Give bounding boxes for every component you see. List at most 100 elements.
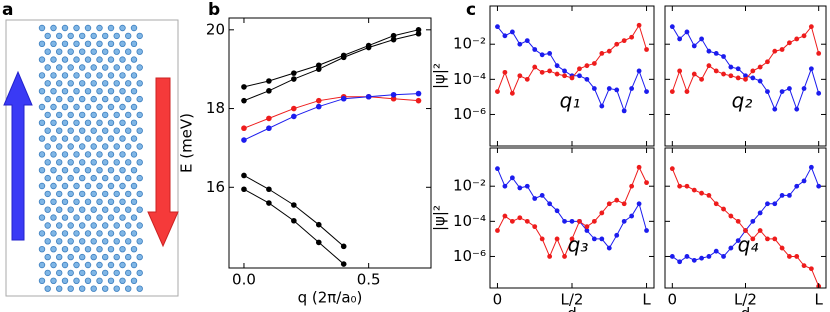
point xyxy=(495,24,500,30)
atom xyxy=(119,151,126,158)
atom xyxy=(67,238,74,245)
atom xyxy=(44,143,51,150)
atom xyxy=(113,222,120,229)
atom xyxy=(78,174,86,182)
point xyxy=(509,218,515,224)
atom xyxy=(78,238,86,245)
point xyxy=(569,236,575,242)
atom xyxy=(119,230,126,237)
atom xyxy=(113,174,120,182)
point xyxy=(606,86,612,91)
atom xyxy=(50,72,57,79)
panel-label: b xyxy=(208,0,220,20)
point xyxy=(765,201,770,207)
plot-area xyxy=(495,164,649,259)
x-tick-label: L xyxy=(815,291,824,309)
point xyxy=(340,95,347,102)
point xyxy=(315,62,322,69)
point xyxy=(390,32,397,39)
point xyxy=(691,187,697,193)
point xyxy=(241,186,247,193)
point xyxy=(735,238,741,244)
point xyxy=(502,69,508,75)
atom xyxy=(84,166,92,174)
atom xyxy=(84,245,92,253)
point xyxy=(765,236,770,242)
axes-frame xyxy=(228,17,432,269)
atom xyxy=(73,119,80,126)
point xyxy=(524,76,530,82)
atom xyxy=(44,80,51,87)
atom xyxy=(96,87,103,95)
atom xyxy=(96,261,103,269)
atom xyxy=(96,214,103,221)
point xyxy=(787,40,792,46)
point xyxy=(787,254,792,259)
point xyxy=(699,36,704,42)
point xyxy=(684,29,690,35)
atom xyxy=(56,111,63,119)
y-tick-label: 18 xyxy=(206,99,225,117)
point xyxy=(808,24,814,30)
atom xyxy=(124,253,132,261)
atom xyxy=(107,40,115,47)
atom xyxy=(50,198,57,205)
atom xyxy=(44,32,51,40)
point xyxy=(801,178,807,184)
point xyxy=(524,218,530,224)
atom xyxy=(107,230,115,237)
atom xyxy=(107,277,115,284)
atom xyxy=(38,182,46,190)
point xyxy=(614,87,620,93)
atom xyxy=(38,40,46,47)
atom xyxy=(107,198,115,205)
atom xyxy=(56,64,63,71)
point xyxy=(684,183,690,189)
point xyxy=(772,106,778,112)
point xyxy=(291,113,297,120)
series-line xyxy=(243,33,419,102)
point xyxy=(743,73,748,79)
atom xyxy=(119,261,126,269)
point xyxy=(390,95,397,102)
atom xyxy=(61,24,69,32)
plot-area xyxy=(669,164,822,288)
up-arrow xyxy=(3,70,33,241)
point xyxy=(713,248,719,254)
atom xyxy=(61,261,69,269)
atom xyxy=(113,127,120,134)
atom xyxy=(67,174,74,182)
point xyxy=(621,201,627,207)
point xyxy=(801,86,807,91)
atom xyxy=(78,190,86,198)
atom xyxy=(78,95,86,103)
point xyxy=(562,254,567,259)
atom xyxy=(78,48,86,55)
point xyxy=(801,33,807,39)
point xyxy=(509,90,515,96)
point xyxy=(787,86,792,91)
atom xyxy=(84,198,92,205)
atom xyxy=(67,143,74,150)
atom xyxy=(136,206,143,213)
atom xyxy=(90,206,97,213)
point xyxy=(779,47,785,52)
atom xyxy=(90,174,97,182)
point xyxy=(241,97,247,104)
atom xyxy=(56,48,63,55)
atom xyxy=(130,166,138,174)
point xyxy=(532,64,538,70)
point xyxy=(390,36,397,43)
x-axis-label: d xyxy=(741,305,751,312)
atom xyxy=(73,214,80,221)
x-tick-label: 0.0 xyxy=(232,271,256,289)
atom xyxy=(107,261,115,269)
atom xyxy=(119,87,126,95)
atom xyxy=(119,40,126,47)
atom xyxy=(90,190,97,198)
annotation: q₄ xyxy=(738,233,759,257)
point xyxy=(599,236,605,242)
atom xyxy=(38,72,46,79)
atom xyxy=(136,238,143,245)
atom xyxy=(113,80,120,87)
